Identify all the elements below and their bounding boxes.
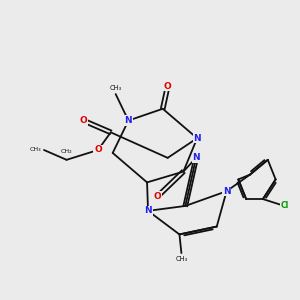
- Text: CH₃: CH₃: [29, 148, 41, 152]
- Text: Cl: Cl: [280, 201, 289, 210]
- Text: N: N: [192, 153, 200, 162]
- Text: CH₃: CH₃: [110, 85, 122, 91]
- Text: O: O: [94, 146, 102, 154]
- Text: N: N: [124, 116, 132, 125]
- Text: N: N: [193, 134, 201, 143]
- Text: CH₃: CH₃: [175, 256, 188, 262]
- Text: O: O: [164, 82, 172, 91]
- Text: O: O: [80, 116, 87, 125]
- Text: N: N: [144, 206, 152, 215]
- Text: O: O: [154, 192, 162, 201]
- Text: N: N: [223, 187, 230, 196]
- Text: CH₂: CH₂: [61, 149, 72, 154]
